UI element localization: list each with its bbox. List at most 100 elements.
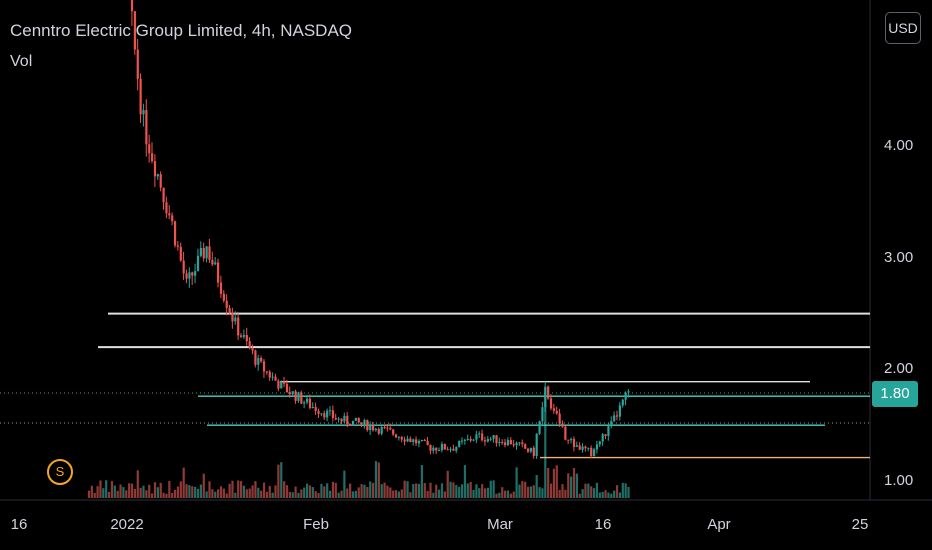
candle-body	[506, 439, 510, 446]
volume-bar	[151, 493, 154, 498]
volume-bar	[231, 480, 234, 498]
volume-bar	[572, 468, 576, 498]
volume-bar	[156, 487, 159, 498]
volume-bar	[420, 465, 423, 498]
volume-bar	[555, 465, 558, 498]
volume-bar	[417, 483, 421, 498]
volume-bar	[254, 481, 257, 498]
volume-bar	[228, 483, 231, 498]
candle-body	[572, 439, 576, 447]
candle-body	[337, 418, 340, 420]
x-tick-label: Apr	[707, 516, 731, 533]
candle-body	[478, 433, 481, 435]
candle-body	[148, 144, 151, 154]
last-price-badge: 1.80	[872, 381, 918, 407]
candle-body	[392, 429, 395, 435]
volume-bar	[558, 489, 561, 498]
volume-bar	[271, 492, 274, 498]
candle-body	[237, 317, 240, 336]
candle-body	[248, 341, 251, 349]
candle-body	[153, 161, 157, 177]
volume-bar	[346, 488, 349, 498]
volume-bar	[595, 482, 599, 498]
candle-body	[369, 425, 372, 431]
volume-bar	[222, 488, 225, 498]
volume-bar	[535, 474, 538, 498]
volume-bar	[199, 484, 202, 498]
volume-bar	[110, 481, 114, 498]
volume-bar	[162, 492, 165, 498]
candle-body	[331, 410, 335, 418]
volume-bar	[627, 486, 630, 498]
volume-bar	[219, 486, 223, 498]
volume-bar	[288, 491, 291, 498]
candle-body	[139, 78, 142, 115]
candle-body	[552, 408, 556, 411]
x-tick-label: 16	[10, 516, 28, 533]
volume-bar	[331, 481, 335, 498]
candle-body	[208, 246, 211, 260]
split-event-marker[interactable]: S	[47, 459, 73, 485]
candle-body	[613, 415, 616, 422]
volume-bar	[168, 480, 171, 498]
volume-bar	[260, 490, 263, 498]
volume-bar	[506, 490, 510, 498]
volume-bar	[265, 491, 269, 498]
candle-body	[196, 255, 200, 272]
volume-bar	[283, 481, 286, 498]
candle-body	[567, 439, 570, 441]
candle-body	[374, 428, 378, 431]
volume-bar	[455, 485, 458, 498]
volume-bar	[458, 486, 461, 498]
candle-body	[544, 386, 547, 408]
volume-bar	[549, 483, 553, 498]
volume-bar	[409, 492, 412, 498]
volume-bar	[392, 490, 395, 498]
candle-body	[409, 438, 412, 443]
x-tick-label: Mar	[487, 516, 513, 533]
volume-bar	[372, 482, 375, 498]
volume-bar	[438, 489, 441, 498]
candle-body	[595, 444, 599, 450]
volume-bar	[297, 492, 300, 498]
volume-bar	[584, 483, 587, 498]
volume-bar	[257, 487, 260, 498]
volume-bar	[518, 484, 521, 498]
volume-bar	[305, 483, 309, 498]
candle-body	[423, 439, 426, 442]
volume-bar	[173, 489, 177, 498]
volume-bar	[526, 486, 530, 498]
candle-body	[173, 221, 177, 246]
currency-button[interactable]: USD	[885, 12, 921, 44]
candle-body	[133, 11, 136, 50]
volume-bar	[570, 476, 573, 498]
candle-body	[176, 245, 180, 247]
candle-body	[498, 441, 501, 444]
volume-bar	[521, 481, 524, 498]
candle-body	[386, 427, 389, 429]
candle-body	[466, 438, 469, 440]
volume-bar	[274, 485, 277, 498]
volume-bar	[277, 464, 280, 498]
y-tick-label: 1.00	[884, 472, 914, 489]
volume-bar	[472, 489, 475, 498]
candle-body	[615, 415, 619, 417]
volume-bar	[334, 482, 337, 498]
volume-bar	[211, 489, 214, 498]
candle-body	[417, 441, 421, 444]
volume-bar	[268, 486, 271, 498]
x-tick-label: 2022	[110, 516, 144, 533]
candle-body	[171, 215, 174, 222]
candle-body	[194, 271, 197, 276]
volume-bar	[481, 484, 484, 498]
volume-bar	[512, 491, 515, 498]
volume-bar	[93, 492, 96, 498]
volume-bar	[102, 488, 105, 498]
candle-body	[564, 426, 567, 440]
volume-bar	[615, 485, 619, 498]
candle-body	[317, 411, 320, 414]
candle-body	[561, 423, 564, 427]
volume-bar	[145, 490, 148, 498]
candle-body	[288, 392, 291, 395]
